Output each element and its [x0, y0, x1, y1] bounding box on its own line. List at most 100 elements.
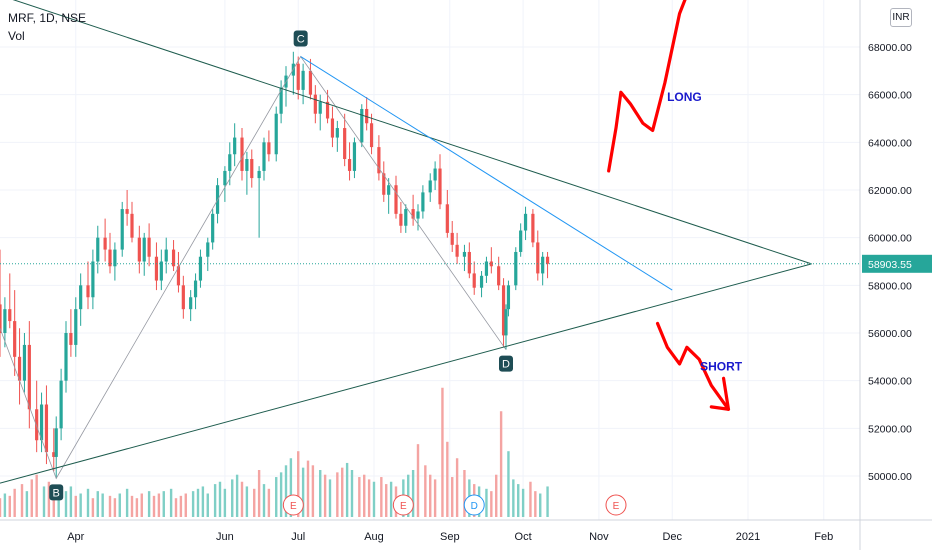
candle-body[interactable]: [301, 70, 305, 90]
candle-body[interactable]: [438, 168, 442, 205]
candle-body[interactable]: [147, 237, 151, 257]
candle-body[interactable]: [519, 230, 523, 252]
candle-body[interactable]: [108, 249, 112, 267]
candle-body[interactable]: [137, 237, 141, 262]
candle-body[interactable]: [113, 249, 117, 267]
candle-body[interactable]: [181, 285, 185, 310]
candle-body[interactable]: [27, 344, 31, 410]
event-marker[interactable]: [463, 494, 485, 516]
candle-body[interactable]: [536, 242, 540, 274]
candle-body[interactable]: [245, 159, 249, 171]
candle-body[interactable]: [13, 321, 17, 357]
candle-body[interactable]: [416, 211, 420, 219]
candle-body[interactable]: [198, 256, 203, 281]
candle-body[interactable]: [445, 204, 449, 233]
candle-body[interactable]: [541, 256, 545, 274]
candle-body[interactable]: [296, 63, 300, 90]
candle-body[interactable]: [489, 261, 493, 267]
candle-body[interactable]: [154, 256, 159, 281]
candle-body[interactable]: [193, 280, 198, 298]
trendline-lower[interactable]: [0, 263, 812, 484]
candle-body[interactable]: [189, 297, 193, 310]
candle-body[interactable]: [308, 70, 313, 95]
event-marker[interactable]: [605, 494, 627, 516]
candle-body[interactable]: [0, 304, 2, 333]
candle-body[interactable]: [3, 309, 7, 333]
candle-body[interactable]: [262, 142, 266, 171]
candle-body[interactable]: [318, 101, 322, 114]
candle-body[interactable]: [330, 118, 335, 138]
candle-body[interactable]: [343, 128, 347, 160]
candle-body[interactable]: [394, 185, 398, 214]
candle-body[interactable]: [523, 213, 528, 231]
candle-body[interactable]: [421, 192, 425, 212]
trendline-resistance[interactable]: [300, 56, 673, 291]
candle-body[interactable]: [506, 285, 511, 310]
candle-body[interactable]: [377, 147, 381, 174]
candle-body[interactable]: [120, 209, 124, 250]
candle-body[interactable]: [79, 285, 83, 310]
candle-body[interactable]: [223, 170, 227, 186]
pivot-badge[interactable]: [499, 355, 513, 372]
candle-body[interactable]: [130, 213, 134, 238]
candle-body[interactable]: [369, 123, 374, 148]
candle-body[interactable]: [335, 128, 339, 138]
candle-body[interactable]: [103, 237, 107, 250]
candle-body[interactable]: [233, 137, 237, 155]
candle-body[interactable]: [59, 380, 63, 429]
candle-body[interactable]: [74, 309, 78, 345]
candle-body[interactable]: [387, 185, 391, 195]
event-marker[interactable]: [392, 494, 414, 516]
candle-body[interactable]: [382, 173, 386, 195]
candle-body[interactable]: [479, 275, 484, 288]
candle-body[interactable]: [54, 428, 58, 457]
candle-body[interactable]: [8, 309, 12, 322]
candle-body[interactable]: [462, 251, 467, 257]
candle-body[interactable]: [472, 273, 476, 288]
candle-body[interactable]: [171, 249, 176, 267]
candle-body[interactable]: [411, 209, 415, 219]
candle-body[interactable]: [44, 404, 49, 453]
candle-body[interactable]: [467, 251, 471, 274]
candle-body[interactable]: [531, 213, 535, 243]
candle-body[interactable]: [267, 142, 271, 155]
candle-body[interactable]: [325, 101, 330, 119]
candle-body[interactable]: [91, 261, 95, 298]
candle-body[interactable]: [257, 170, 261, 179]
event-marker[interactable]: [282, 494, 304, 516]
candle-body[interactable]: [228, 154, 232, 171]
currency-button[interactable]: INR: [890, 8, 912, 27]
trendline-upper[interactable]: [12, 0, 812, 265]
volume-label[interactable]: Vol: [8, 29, 25, 43]
candle-body[interactable]: [501, 285, 506, 336]
candle-body[interactable]: [279, 87, 283, 114]
symbol-label[interactable]: MRF, 1D, NSE: [8, 11, 87, 25]
candle-body[interactable]: [352, 142, 357, 171]
candle-body[interactable]: [39, 404, 44, 441]
candle-body[interactable]: [274, 113, 278, 155]
candle-body[interactable]: [497, 266, 501, 286]
candle-body[interactable]: [433, 168, 437, 181]
candle-body[interactable]: [347, 159, 352, 171]
pivot-badge[interactable]: [49, 484, 64, 501]
candle-body[interactable]: [22, 344, 27, 381]
candle-body[interactable]: [404, 209, 408, 226]
candle-body[interactable]: [360, 108, 364, 143]
candle-body[interactable]: [484, 261, 489, 276]
candle-body[interactable]: [504, 309, 508, 336]
candle-body[interactable]: [206, 242, 210, 257]
candle-body[interactable]: [69, 333, 73, 345]
candle-body[interactable]: [250, 159, 254, 179]
candle-body[interactable]: [159, 261, 163, 281]
candle-body[interactable]: [240, 137, 244, 171]
candle-body[interactable]: [35, 409, 39, 441]
candle-body[interactable]: [455, 244, 459, 257]
candle-body[interactable]: [176, 266, 181, 286]
candle-body[interactable]: [86, 285, 90, 298]
pivot-badge[interactable]: [293, 30, 308, 47]
candle-body[interactable]: [545, 256, 550, 264]
candle-body[interactable]: [96, 237, 100, 262]
candle-body[interactable]: [399, 213, 403, 226]
